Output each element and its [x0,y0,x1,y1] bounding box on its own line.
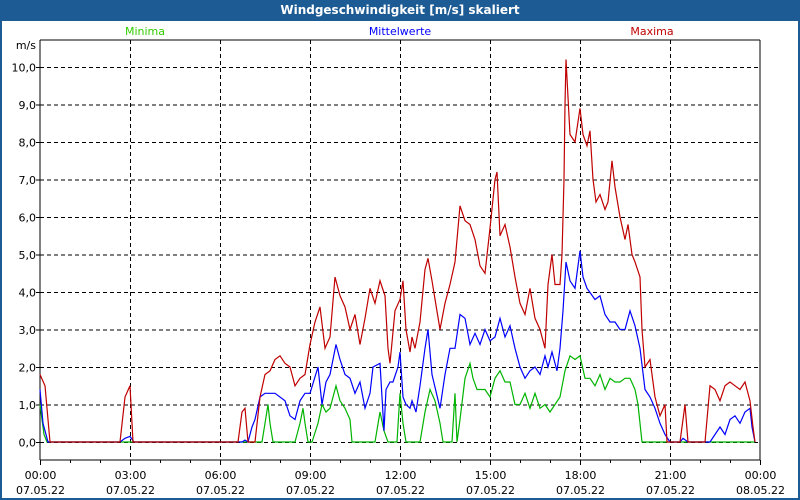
legend-maxima: Maxima [630,25,673,38]
y-tick-label: 7,0 [19,174,37,187]
x-tick-label-date: 07.05.22 [376,484,425,497]
x-tick-label-time: 15:00 [475,469,507,482]
window-title: Windgeschwindigkeit [m/s] skaliert [0,0,800,21]
series-line-maxima [39,59,756,443]
series-line-minima [39,354,755,443]
x-tick-label-time: 12:00 [385,469,417,482]
x-tick-label-date: 07.05.22 [196,484,245,497]
y-axis-unit-label: m/s [16,39,36,52]
x-tick-label-date: 07.05.22 [646,484,695,497]
x-tick-label-date: 07.05.22 [16,484,65,497]
x-tick-label-time: 06:00 [205,469,237,482]
x-tick-label-time: 09:00 [295,469,327,482]
x-tick-label-time: 03:00 [115,469,147,482]
series-line-mittelwerte [39,250,756,443]
legend-minima: Minima [125,25,165,38]
x-tick-label-date: 07.05.22 [106,484,155,497]
y-tick-label: 3,0 [19,324,37,337]
y-tick-label: 4,0 [19,287,37,300]
y-tick-label: 5,0 [19,249,37,262]
x-tick-label-date: 07.05.22 [466,484,515,497]
y-tick-label: 8,0 [19,137,37,150]
legend-mittelwerte: Mittelwerte [369,25,432,38]
x-tick-label-time: 18:00 [565,469,597,482]
x-tick-label-time: 21:00 [655,469,687,482]
y-tick-label: 2,0 [19,362,37,375]
y-tick-label: 9,0 [19,99,37,112]
y-tick-label: 10,0 [12,62,37,75]
y-tick-label: 0,0 [19,437,37,450]
y-tick-label: 6,0 [19,212,37,225]
x-tick-label-date: 08.05.22 [736,484,785,497]
x-tick-label-time: 00:00 [745,469,777,482]
x-tick-label-date: 07.05.22 [556,484,605,497]
x-tick-label-date: 07.05.22 [286,484,335,497]
y-tick-label: 1,0 [19,399,37,412]
x-tick-label-time: 00:00 [25,469,57,482]
